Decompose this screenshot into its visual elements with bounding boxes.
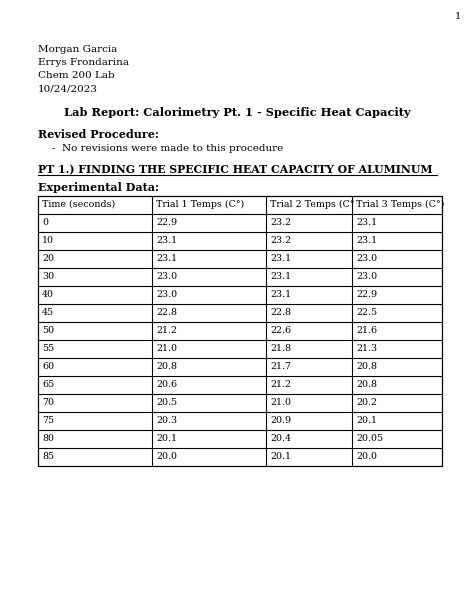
Text: No revisions were made to this procedure: No revisions were made to this procedure [62, 144, 283, 153]
Text: 23.0: 23.0 [356, 254, 377, 263]
Text: 22.8: 22.8 [156, 308, 177, 317]
Text: 10/24/2023: 10/24/2023 [38, 84, 98, 93]
Text: 21.3: 21.3 [356, 344, 377, 353]
Text: 21.7: 21.7 [270, 362, 291, 371]
Text: 55: 55 [42, 344, 54, 353]
Text: 50: 50 [42, 326, 54, 335]
Text: 23.0: 23.0 [156, 290, 177, 299]
Text: 20.0: 20.0 [356, 452, 377, 461]
Text: Trial 2 Temps (C°: Trial 2 Temps (C° [270, 200, 355, 209]
Text: 20.1: 20.1 [156, 434, 177, 443]
Text: 21.2: 21.2 [156, 326, 177, 335]
Text: 22.5: 22.5 [356, 308, 377, 317]
Text: 22.6: 22.6 [270, 326, 291, 335]
Text: Time (seconds): Time (seconds) [42, 200, 115, 209]
Bar [38, 196, 442, 466]
Text: 23.0: 23.0 [356, 272, 377, 281]
Text: 80: 80 [42, 434, 54, 443]
Text: PT 1.) FINDING THE SPECIFIC HEAT CAPACITY OF ALUMINUM: PT 1.) FINDING THE SPECIFIC HEAT CAPACIT… [38, 164, 432, 175]
Text: 20.5: 20.5 [156, 398, 177, 407]
Text: 20.9: 20.9 [270, 416, 291, 425]
Text: 20.6: 20.6 [156, 380, 177, 389]
Text: 23.1: 23.1 [156, 254, 177, 263]
Text: 75: 75 [42, 416, 54, 425]
Text: Errys Frondarina: Errys Frondarina [38, 58, 129, 67]
Text: 20.8: 20.8 [356, 362, 377, 371]
Text: 22.9: 22.9 [156, 218, 177, 227]
Text: 21.8: 21.8 [270, 344, 291, 353]
Text: 21.2: 21.2 [270, 380, 291, 389]
Text: 23.1: 23.1 [356, 218, 377, 227]
Text: 65: 65 [42, 380, 54, 389]
Text: 1: 1 [455, 12, 461, 21]
Text: 85: 85 [42, 452, 54, 461]
Text: 20.05: 20.05 [356, 434, 383, 443]
Text: 23.1: 23.1 [270, 254, 291, 263]
Text: 21.0: 21.0 [270, 398, 291, 407]
Text: 20.8: 20.8 [156, 362, 177, 371]
Text: 45: 45 [42, 308, 54, 317]
Text: 23.1: 23.1 [270, 290, 291, 299]
Text: 21.0: 21.0 [156, 344, 177, 353]
Text: 40: 40 [42, 290, 54, 299]
Text: 20.2: 20.2 [356, 398, 377, 407]
Text: Morgan Garcia: Morgan Garcia [38, 45, 117, 54]
Text: 23.0: 23.0 [156, 272, 177, 281]
Text: 23.2: 23.2 [270, 236, 291, 245]
Text: 20.3: 20.3 [156, 416, 177, 425]
Text: 21.6: 21.6 [356, 326, 377, 335]
Text: 23.1: 23.1 [156, 236, 177, 245]
Text: 60: 60 [42, 362, 54, 371]
Text: 20.1: 20.1 [356, 416, 377, 425]
Text: 22.8: 22.8 [270, 308, 291, 317]
Text: 20.4: 20.4 [270, 434, 291, 443]
Text: 0: 0 [42, 218, 48, 227]
Text: 23.2: 23.2 [270, 218, 291, 227]
Text: 22.9: 22.9 [356, 290, 377, 299]
Text: -: - [52, 144, 55, 153]
Text: 23.1: 23.1 [356, 236, 377, 245]
Text: 10: 10 [42, 236, 54, 245]
Text: Experimental Data:: Experimental Data: [38, 182, 159, 193]
Text: 20: 20 [42, 254, 54, 263]
Text: 30: 30 [42, 272, 54, 281]
Text: 20.1: 20.1 [270, 452, 291, 461]
Text: 70: 70 [42, 398, 54, 407]
Text: Revised Procedure:: Revised Procedure: [38, 129, 159, 140]
Text: 20.8: 20.8 [356, 380, 377, 389]
Text: Trial 1 Temps (C°): Trial 1 Temps (C°) [156, 200, 244, 209]
Text: 23.1: 23.1 [270, 272, 291, 281]
Text: Chem 200 Lab: Chem 200 Lab [38, 71, 115, 80]
Text: Lab Report: Calorimetry Pt. 1 - Specific Heat Capacity: Lab Report: Calorimetry Pt. 1 - Specific… [64, 107, 410, 118]
Text: 20.0: 20.0 [156, 452, 177, 461]
Text: Trial 3 Temps (C°): Trial 3 Temps (C°) [356, 200, 444, 209]
